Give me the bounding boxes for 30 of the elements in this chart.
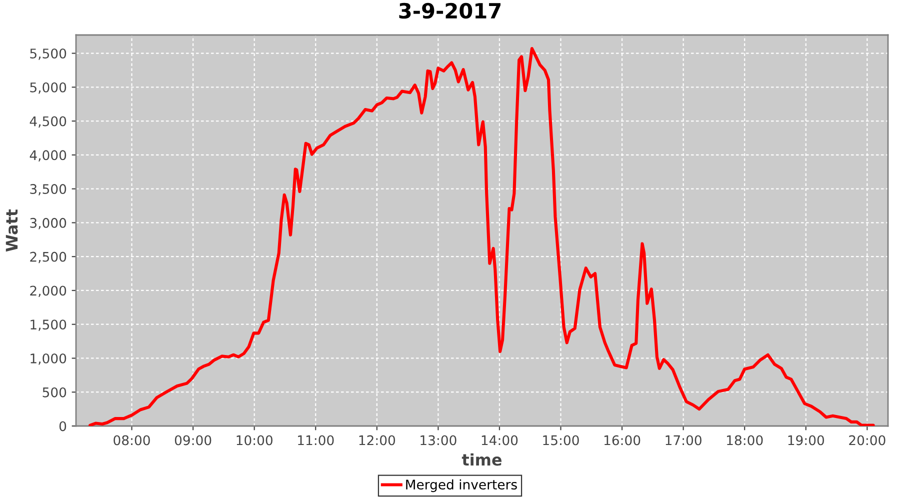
x-axis-title: time bbox=[462, 453, 502, 466]
y-axis-title: Watt bbox=[6, 209, 18, 252]
y-tick-label: 1,000 bbox=[30, 353, 66, 365]
x-tick-label: 08:00 bbox=[114, 435, 150, 446]
y-tick-label: 5,500 bbox=[30, 48, 66, 60]
x-tick-label: 11:00 bbox=[298, 435, 334, 446]
x-tick-label: 18:00 bbox=[727, 435, 763, 446]
x-tick-label: 19:00 bbox=[788, 435, 824, 446]
x-tick-label: 17:00 bbox=[666, 435, 702, 446]
y-tick-label: 1,500 bbox=[30, 320, 66, 331]
y-tick-label: 0 bbox=[59, 421, 66, 432]
x-tick-label: 15:00 bbox=[543, 435, 579, 446]
x-tick-label: 09:00 bbox=[174, 435, 212, 446]
y-tick-label: 3,000 bbox=[30, 218, 66, 230]
x-tick-label: 12:00 bbox=[359, 435, 396, 446]
x-tick-label: 10:00 bbox=[236, 435, 272, 446]
x-tick-label: 13:00 bbox=[420, 435, 456, 446]
y-tick-label: 4,000 bbox=[30, 150, 66, 162]
y-tick-label: 2,500 bbox=[30, 252, 66, 264]
x-tick-label: 14:00 bbox=[482, 435, 518, 446]
x-tick-label: 16:00 bbox=[604, 435, 640, 446]
legend-label: Merged inverters bbox=[406, 479, 517, 492]
y-tick-label: 4,500 bbox=[30, 116, 66, 128]
line-series bbox=[88, 47, 875, 426]
x-tick-label: 20:00 bbox=[849, 435, 886, 446]
y-tick-label: 500 bbox=[42, 387, 66, 398]
chart-title: 3-9-2017 bbox=[399, 2, 500, 19]
y-tick-label: 3,500 bbox=[30, 184, 66, 196]
y-tick-label: 2,000 bbox=[30, 286, 66, 298]
y-tick-label: 5,000 bbox=[30, 82, 66, 94]
